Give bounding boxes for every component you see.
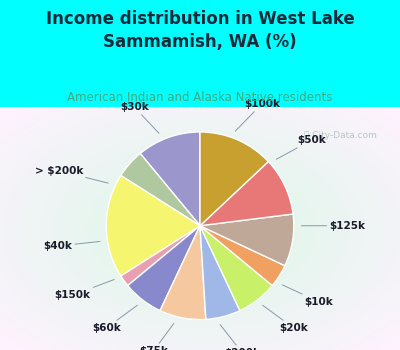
Wedge shape [200, 214, 294, 266]
Text: $20k: $20k [263, 305, 308, 333]
Wedge shape [200, 162, 293, 226]
Wedge shape [106, 175, 200, 276]
Wedge shape [140, 132, 200, 226]
Text: $10k: $10k [282, 285, 334, 307]
Text: American Indian and Alaska Native residents: American Indian and Alaska Native reside… [67, 91, 333, 104]
Text: $200k: $200k [220, 325, 260, 350]
Text: > $200k: > $200k [34, 166, 108, 183]
Wedge shape [128, 226, 200, 310]
Text: $50k: $50k [276, 135, 326, 159]
Wedge shape [200, 226, 285, 286]
Text: $100k: $100k [235, 99, 280, 131]
Wedge shape [121, 154, 200, 226]
Text: $150k: $150k [55, 280, 114, 300]
Wedge shape [200, 226, 272, 310]
Wedge shape [200, 132, 268, 226]
Text: ⓘ City-Data.com: ⓘ City-Data.com [304, 132, 376, 140]
Text: $125k: $125k [301, 221, 366, 231]
Text: $75k: $75k [139, 323, 174, 350]
Wedge shape [121, 226, 200, 286]
Text: $60k: $60k [92, 305, 137, 333]
Text: $40k: $40k [43, 241, 100, 251]
Text: $30k: $30k [120, 102, 159, 133]
Wedge shape [160, 226, 206, 320]
Text: Income distribution in West Lake
Sammamish, WA (%): Income distribution in West Lake Sammami… [46, 10, 354, 51]
Wedge shape [200, 226, 240, 319]
